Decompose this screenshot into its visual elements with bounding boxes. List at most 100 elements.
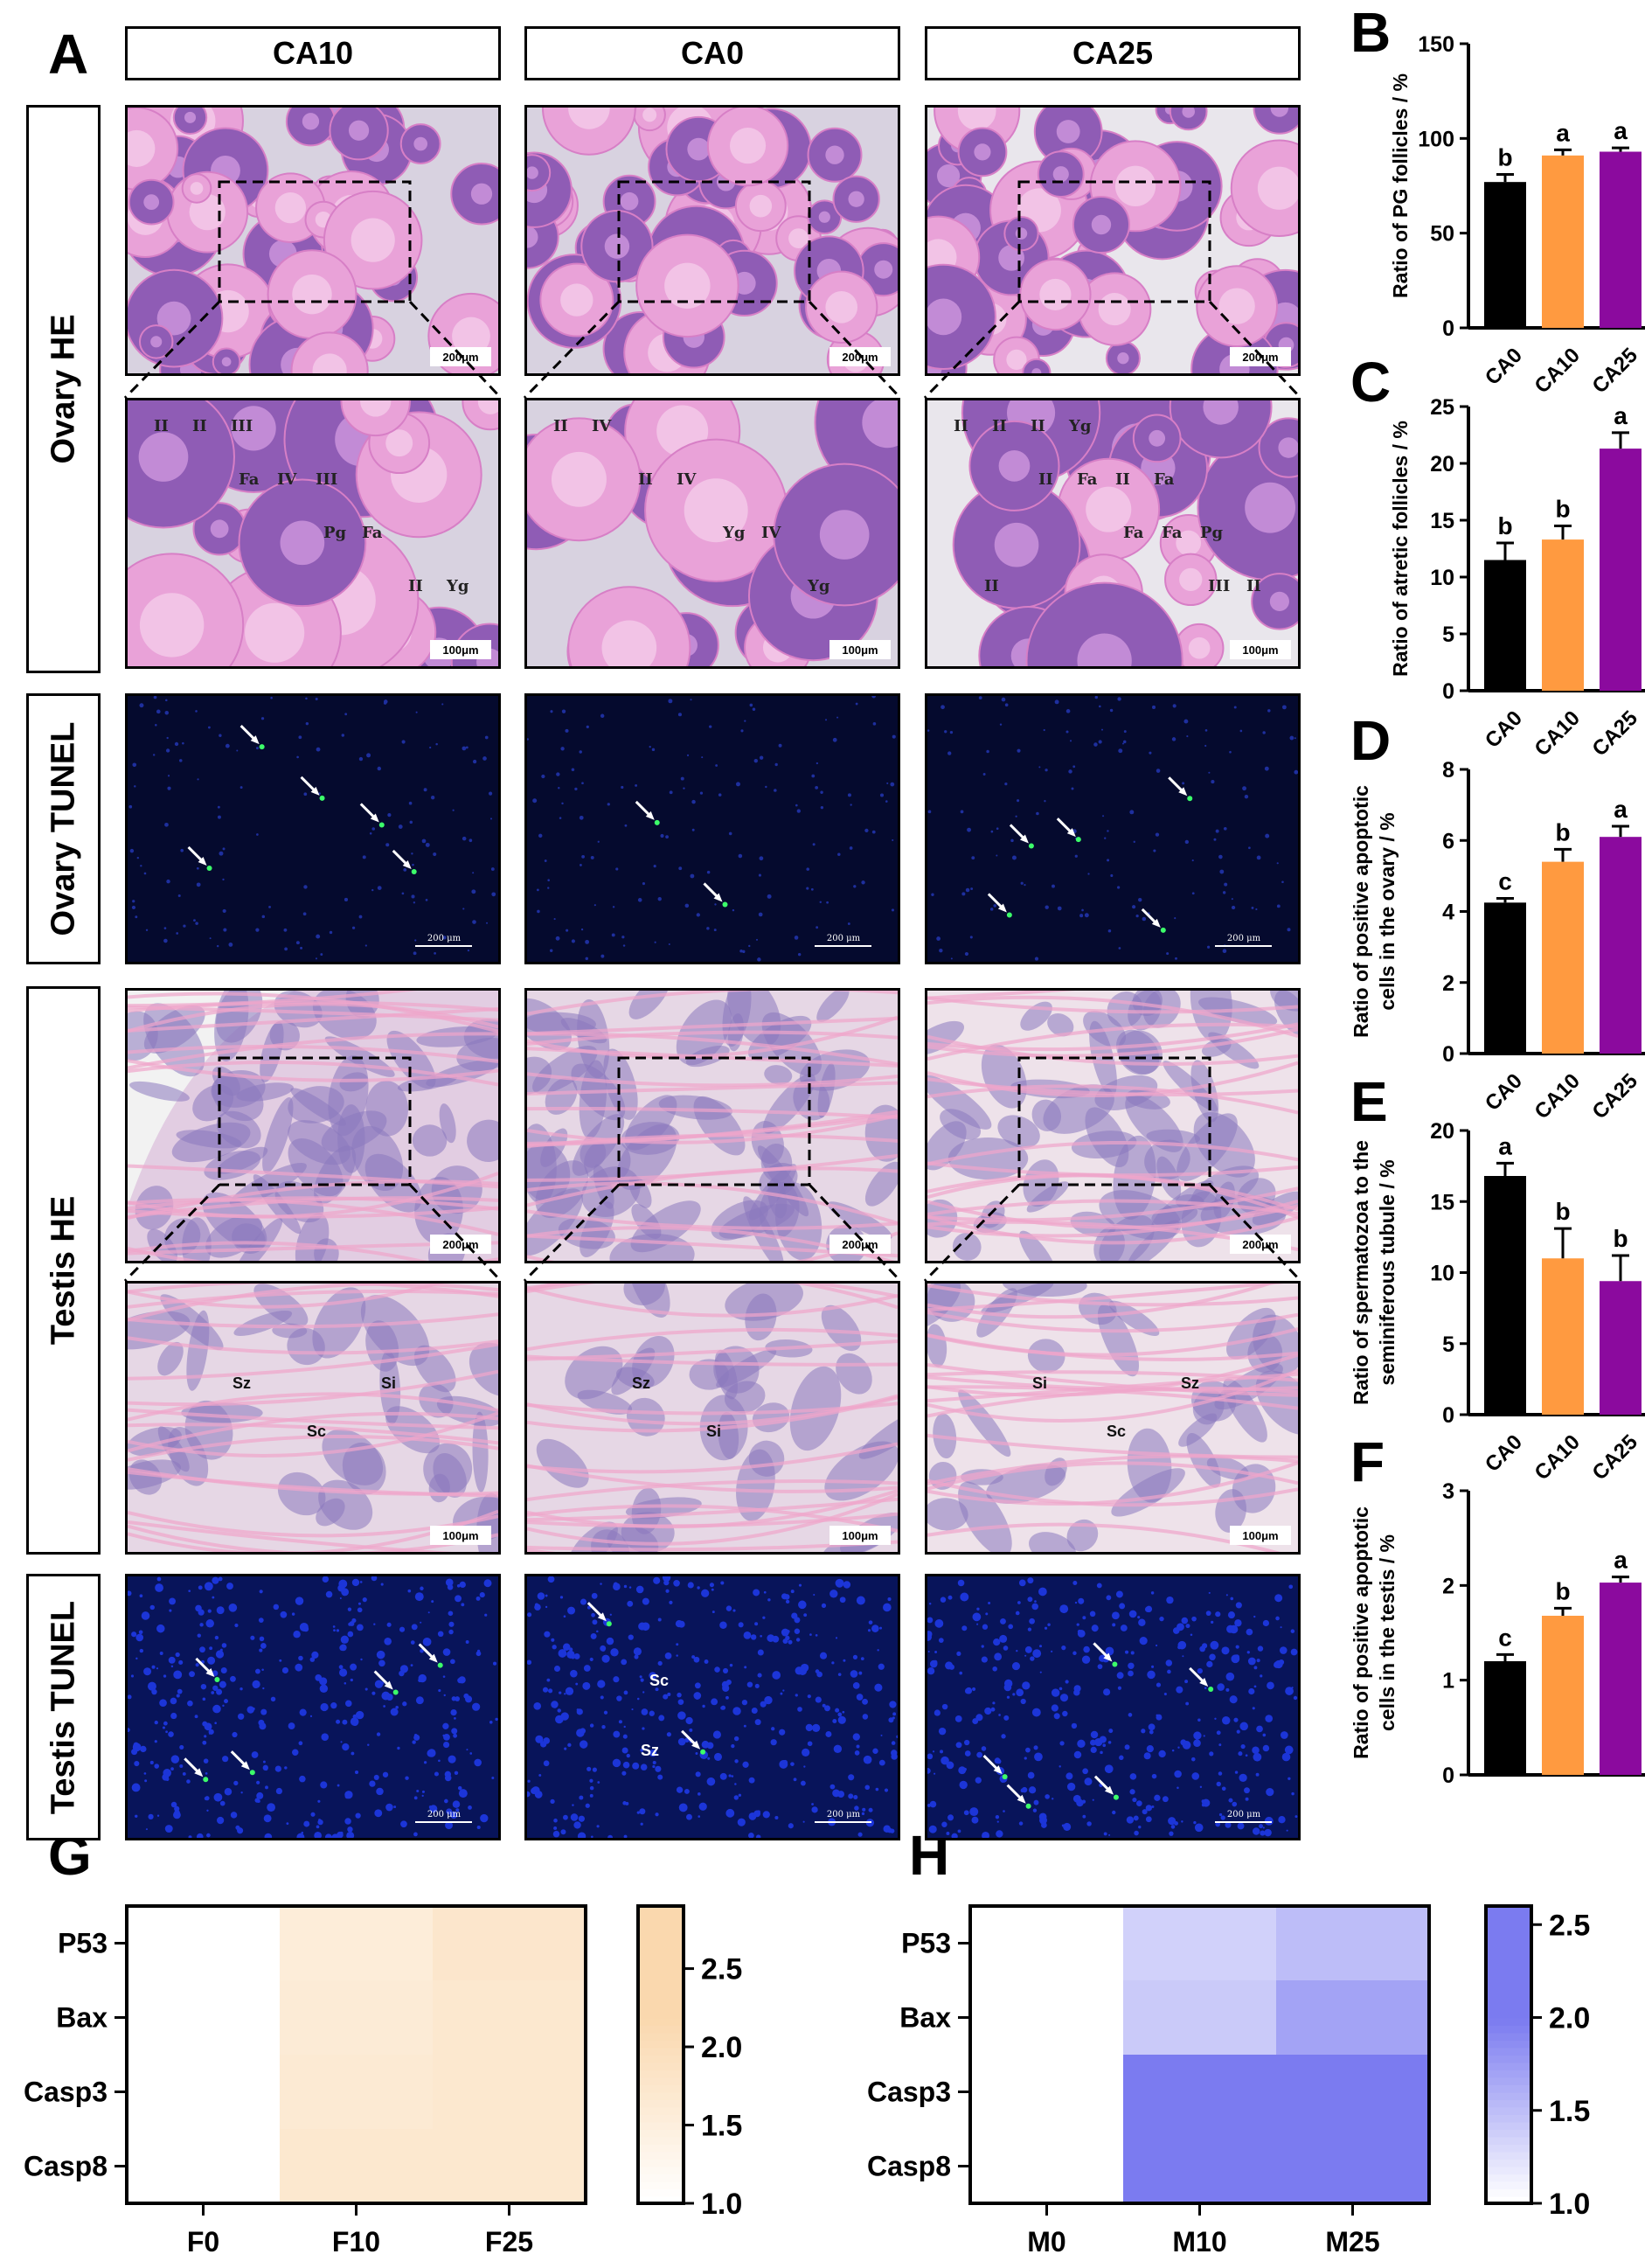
nucleus-dot	[864, 828, 869, 833]
nucleus-dot	[202, 1697, 206, 1701]
nucleus-dot	[484, 1613, 488, 1617]
colorbar-step	[1486, 2136, 1531, 2145]
follicle-core	[749, 194, 773, 218]
nucleus-dot	[212, 1685, 219, 1691]
nucleus-dot	[407, 1589, 412, 1593]
zoom-region-box	[617, 1056, 811, 1186]
nucleus-dot	[1027, 1627, 1032, 1631]
nucleus-dot	[220, 1667, 227, 1674]
nucleus-dot	[592, 1767, 597, 1772]
cell-stage-label: IV	[592, 417, 612, 435]
nucleus-dot	[433, 852, 437, 857]
x-tick-label: CA25	[1587, 706, 1642, 761]
connective-tissue	[527, 1015, 898, 1059]
arrow-head	[1066, 828, 1076, 838]
colorbar-step	[638, 2144, 684, 2153]
nucleus-dot	[592, 1619, 598, 1625]
nucleus-dot	[154, 1740, 157, 1743]
nucleus-dot	[1201, 1803, 1205, 1807]
nucleus-dot	[963, 1739, 970, 1746]
panel-letter-f: F	[1350, 1430, 1385, 1493]
nucleus-dot	[1003, 1645, 1009, 1651]
connective-tissue	[128, 1284, 498, 1322]
connective-tissue	[527, 991, 898, 1016]
nucleus-dot	[1063, 1822, 1072, 1831]
nucleus-dot	[861, 880, 865, 885]
seminiferous-tubule	[824, 1441, 898, 1501]
nucleus-dot	[265, 1785, 268, 1790]
follicle-nucleus	[1077, 633, 1132, 666]
seminiferous-tubule	[821, 1304, 862, 1352]
micrograph-svg: 200μm	[128, 991, 498, 1261]
nucleus-dot	[196, 1833, 204, 1838]
nucleus-dot	[669, 1600, 673, 1604]
colorbar-step	[638, 1987, 684, 1996]
nucleus-dot	[722, 1684, 730, 1692]
nucleus-dot	[382, 1771, 389, 1778]
colorbar-step	[638, 2091, 684, 2100]
nucleus-dot	[811, 774, 816, 778]
cell-type-label: Sz	[641, 1742, 659, 1759]
nucleus-dot	[1020, 1788, 1025, 1793]
nucleus-dot	[822, 1703, 826, 1708]
y-tick-label: 100	[1418, 127, 1454, 151]
y-axis-label: seminiferous tubule / %	[1376, 1159, 1399, 1385]
nucleus-dot	[341, 734, 345, 737]
cell-stage-label: III	[231, 417, 253, 435]
nucleus-dot	[325, 1590, 333, 1598]
nucleus-dot	[1084, 1778, 1093, 1786]
nucleus-dot	[425, 898, 428, 901]
nucleus-dot	[338, 1665, 344, 1670]
nucleus-dot	[642, 1691, 645, 1694]
bar-ca25	[1600, 1583, 1642, 1775]
significance-letter: a	[1556, 119, 1570, 146]
nucleus-dot	[329, 930, 333, 935]
colorbar-step	[1486, 1951, 1531, 1959]
nucleus-dot	[613, 1582, 618, 1587]
nucleus-dot	[720, 1581, 725, 1585]
micrograph-testis-he-low-ca10: 200μm	[125, 988, 501, 1263]
nucleus-dot	[981, 1645, 984, 1648]
nucleus-dot	[344, 1818, 351, 1825]
colorbar-step	[1486, 1906, 1531, 1915]
nucleus-dot	[1117, 697, 1121, 701]
scale-bar-label: 200 μm	[427, 934, 462, 943]
x-tick-label: CA0	[1481, 1069, 1527, 1116]
connective-tissue	[128, 1369, 498, 1407]
nucleus-dot	[579, 750, 582, 754]
nucleus-dot	[927, 1651, 930, 1653]
nucleus-dot	[889, 1701, 897, 1708]
nucleus-dot	[474, 1758, 482, 1767]
nucleus-dot	[781, 1628, 789, 1637]
nucleus-dot	[567, 1743, 572, 1748]
colorbar-step	[1486, 1980, 1531, 1989]
follicle-nucleus	[527, 166, 538, 179]
nucleus-dot	[371, 1691, 376, 1695]
nucleus-dot	[129, 848, 135, 853]
nucleus-dot	[217, 805, 220, 809]
nucleus-dot	[315, 957, 318, 960]
y-axis-label: Ratio of spermatozoa to the	[1350, 1140, 1372, 1405]
nucleus-dot	[1177, 1640, 1187, 1650]
scale-bar-label: 200 μm	[1227, 1810, 1261, 1819]
nucleus-dot	[721, 1623, 725, 1625]
nucleus-dot	[212, 1576, 219, 1584]
nucleus-dot	[1248, 1687, 1255, 1695]
nucleus-dot	[754, 1683, 760, 1688]
nucleus-dot	[1024, 884, 1026, 887]
y-tick-label: 5	[1442, 1332, 1454, 1357]
nucleus-dot	[178, 1659, 184, 1665]
connective-tissue	[927, 1284, 1285, 1312]
nucleus-dot	[1107, 929, 1112, 933]
nucleus-dot	[565, 1687, 574, 1695]
row-label-text: Ovary TUNEL	[45, 721, 81, 936]
nucleus-dot	[135, 915, 138, 919]
nucleus-dot	[225, 743, 230, 748]
nucleus-dot	[722, 1667, 729, 1673]
nucleus-dot	[1094, 696, 1099, 699]
nucleus-dot	[421, 838, 427, 844]
follicle	[1169, 108, 1208, 131]
significance-letter: b	[1555, 1198, 1570, 1225]
